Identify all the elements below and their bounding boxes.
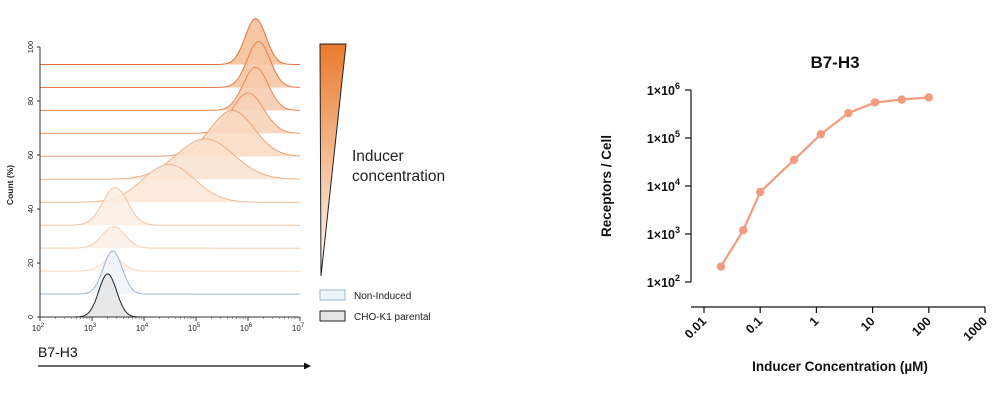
histogram-curve-line: [40, 164, 300, 203]
histogram-panel: 0 20 40 60 80 100 102 103 104 105 106 107 Count (%…: [5, 18, 445, 370]
histogram-x-tick-label: 102: [32, 323, 45, 333]
histogram-y-ticks: 0 20 40 60 80 100: [26, 41, 40, 319]
histogram-x-tick-label: 103: [84, 323, 97, 333]
legend-label-parental: CHO-K1 parental: [354, 312, 431, 323]
dose-x-tick-label: 0.01: [682, 314, 709, 341]
dose-series-line: [719, 96, 929, 268]
histogram-y-tick-label: 20: [26, 259, 35, 267]
histogram-x-tick-label: 106: [240, 323, 253, 333]
dose-y-tick-label: 1×104: [647, 177, 680, 194]
histogram-curve-line: [40, 110, 301, 157]
histogram-curve-line: [40, 41, 300, 88]
dose-x-label: Inducer Concentration (µM): [752, 359, 928, 374]
histogram-curve-fill: [40, 273, 300, 317]
dose-data-point: [756, 187, 765, 197]
dose-x-ticks: 0.01 0.1 1 10 100 1000: [682, 307, 990, 344]
histogram-curve-line: [40, 66, 301, 111]
histogram-curve-line: [40, 273, 300, 318]
legend-swatch-non-induced: [319, 289, 346, 301]
dose-x-tick-label: 100: [909, 314, 934, 339]
dose-y-tick-label: 1×103: [647, 225, 680, 242]
histogram-curve-line: [40, 18, 300, 65]
histogram-y-tick-label: 100: [26, 41, 35, 54]
histogram-curve-fill: [40, 250, 300, 295]
histogram-x-ticks: 102 103 104 105 106 107: [32, 317, 305, 333]
dose-data-point: [789, 155, 799, 165]
histogram-x-tick-label: 107: [292, 323, 305, 333]
dose-series-points: [716, 93, 933, 271]
dose-data-point: [897, 95, 906, 104]
histogram-x-tick-label: 105: [188, 323, 201, 333]
dose-data-point: [924, 93, 933, 102]
histogram-curve-fill: [40, 41, 300, 88]
dose-x-tick-label: 1: [807, 314, 822, 329]
wedge-label-line1: Inducer: [352, 148, 404, 165]
dose-x-tick-label: 1000: [961, 314, 991, 344]
histogram-x-tick-label: 104: [136, 323, 149, 333]
dose-y-tick-label: 1×105: [647, 129, 680, 146]
dose-y-tick-label: 1×102: [647, 273, 680, 290]
histogram-curve-line: [40, 257, 300, 272]
dose-y-label: Receptors / Cell: [599, 135, 614, 237]
histogram-y-tick-label: 60: [26, 151, 35, 159]
histogram-legend: Non-Induced CHO-K1 parental: [319, 289, 431, 323]
histogram-curves: [40, 18, 301, 318]
dose-data-point: [716, 262, 726, 271]
histogram-curve-fill: [40, 18, 300, 65]
legend-swatch-parental: [319, 310, 346, 322]
histogram-curve-line: [40, 250, 300, 295]
histogram-y-tick-label: 40: [26, 205, 35, 213]
inducer-wedge: [319, 43, 347, 277]
dose-data-point: [870, 98, 880, 107]
histogram-curve-line: [40, 138, 300, 180]
dose-x-tick-label: 0.1: [743, 314, 765, 336]
wedge-label-line2: concentration: [352, 168, 445, 185]
histogram-y-tick-label: 0: [26, 315, 35, 319]
dose-y-tick-label: 1×106: [647, 81, 680, 98]
dose-response-panel: B7-H3 1×102 1×103 1×104 1×105 1×106 0.01 0.1 1…: [599, 53, 990, 374]
histogram-curve-line: [40, 226, 300, 249]
dose-data-point: [816, 129, 826, 139]
histogram-curve-fill: [40, 138, 300, 180]
dose-y-ticks: 1×102 1×103 1×104 1×105 1×106: [647, 81, 691, 290]
histogram-x-label: B7-H3: [38, 344, 78, 360]
dose-data-point: [844, 108, 853, 118]
histogram-curve-fill: [40, 226, 300, 249]
dose-x-tick-label: 10: [858, 314, 878, 334]
histogram-y-label: Count (%): [5, 165, 15, 205]
legend-label-non-induced: Non-Induced: [354, 291, 411, 302]
histogram-y-tick-label: 80: [26, 97, 35, 105]
histogram-x-arrowhead: [304, 362, 311, 370]
histogram-curve-line: [40, 186, 300, 226]
dose-chart-title: B7-H3: [810, 53, 859, 72]
histogram-curve-fill: [40, 164, 300, 203]
dose-data-point: [739, 225, 748, 235]
histogram-curve-fill: [40, 257, 300, 272]
histogram-curve-fill: [40, 187, 300, 226]
histogram-curve-line: [40, 92, 300, 134]
histogram-curve-fill: [40, 110, 300, 157]
